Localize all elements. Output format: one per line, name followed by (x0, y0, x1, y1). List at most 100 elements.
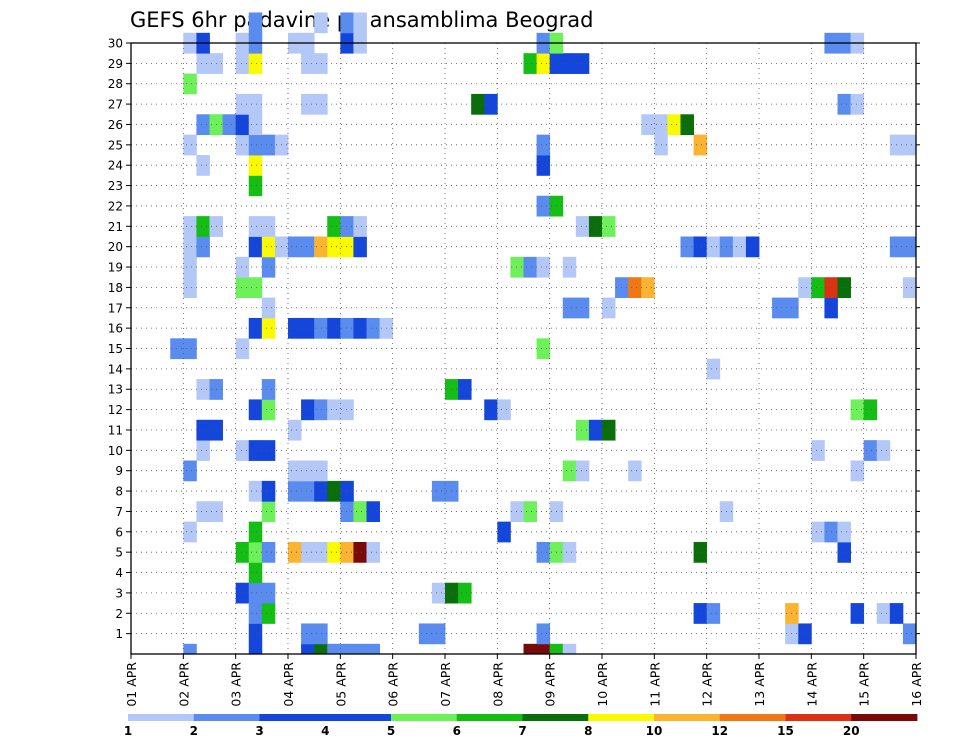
heatmap-cell (562, 460, 577, 482)
heatmap-cell (235, 256, 250, 278)
heatmap-cell (327, 236, 341, 258)
heatmap-cell (484, 399, 498, 421)
heatmap-cell (628, 277, 642, 298)
heatmap-cell (261, 256, 276, 278)
heatmap-cell (301, 236, 315, 258)
heatmap-cell (549, 643, 564, 655)
heatmap-cell (536, 155, 551, 176)
heatmap-cell (327, 541, 341, 563)
colorbar-swatch (391, 714, 458, 721)
x-tick-label: 15 APR (857, 662, 872, 707)
heatmap-cell (248, 480, 263, 502)
heatmap-cell (340, 480, 354, 502)
y-tick-label: 14 (108, 362, 123, 376)
heatmap-cell (288, 236, 302, 258)
heatmap-cell (575, 297, 590, 319)
heatmap-cell (484, 93, 498, 115)
heatmap-cell (301, 623, 315, 645)
heatmap-cell (261, 236, 276, 258)
heatmap-cell (248, 399, 263, 421)
axis-ticks (126, 42, 920, 659)
heatmap-cell (431, 623, 446, 645)
color-legend: 1 2 3 4 5 6 7 8 10 12 15 20 (124, 714, 918, 738)
heatmap-cell (575, 460, 590, 482)
x-tick-label: 05 APR (333, 662, 348, 707)
heatmap-cell (261, 216, 276, 237)
colorbar-label: 12 (711, 724, 728, 738)
heatmap-cell (261, 379, 276, 400)
colorbar-label: 1 (124, 724, 132, 738)
y-tick-label: 18 (108, 281, 123, 295)
heatmap-cell (314, 93, 328, 115)
heatmap-cell (850, 93, 865, 115)
heatmap-cell (693, 236, 708, 258)
heatmap-cell (588, 419, 603, 441)
heatmap-cell (811, 521, 825, 543)
y-tick-label: 11 (108, 423, 123, 437)
x-tick-label: 16 APR (909, 662, 924, 707)
heatmap-cell (510, 501, 524, 523)
heatmap-cell (314, 480, 328, 502)
heatmap-cell (562, 643, 577, 655)
heatmap-cell (536, 195, 551, 217)
heatmap-cell (850, 399, 865, 421)
x-tick-label: 08 APR (490, 662, 505, 707)
heatmap-cell (680, 114, 694, 136)
colorbar-label: 10 (646, 724, 663, 738)
heatmap-cell (340, 399, 354, 421)
heatmap-cell (602, 216, 616, 237)
heatmap-cell (431, 582, 446, 604)
grid-lines (131, 42, 916, 654)
y-tick-label: 28 (108, 77, 123, 91)
heatmap-cell (798, 623, 812, 645)
colorbar-label: 7 (518, 724, 526, 738)
heatmap-cell (693, 541, 708, 563)
colorbar-swatch (719, 714, 786, 721)
heatmap-cell (248, 440, 263, 461)
heatmap-cell (837, 277, 851, 298)
heatmap-cell (314, 623, 328, 645)
y-tick-label: 17 (108, 301, 123, 315)
heatmap-cell (301, 53, 315, 74)
heatmap-cell (536, 623, 551, 645)
x-tick-label: 07 APR (438, 662, 453, 707)
heatmap-cell (536, 256, 551, 278)
heatmap-cell (222, 114, 237, 136)
colorbar-swatch (654, 714, 721, 721)
x-tick-label: 13 APR (752, 662, 767, 707)
heatmap-cell (863, 440, 878, 461)
heatmap-cell (301, 643, 315, 655)
heatmap-cell (811, 440, 825, 461)
heatmap-cell (301, 460, 315, 482)
y-tick-label: 6 (115, 525, 123, 539)
heatmap-cell (196, 501, 210, 523)
heatmap-cell (183, 277, 197, 298)
colorbar-label: 3 (255, 724, 263, 738)
heatmap-cell (562, 297, 577, 319)
heatmap-cell (536, 134, 551, 156)
x-tick-label: 09 APR (543, 662, 558, 707)
heatmap-cell (876, 440, 891, 461)
heatmap-cell (248, 155, 263, 176)
heatmap-cell (248, 93, 263, 115)
heatmap-cell (196, 216, 210, 237)
heatmap-cell (196, 379, 210, 400)
heatmap-cell (261, 134, 276, 156)
heatmap-cell (536, 541, 551, 563)
colorbar-swatch (325, 714, 392, 721)
heatmap-cell (235, 93, 250, 115)
heatmap-cell (301, 480, 315, 502)
heatmap-cell (314, 541, 328, 563)
heatmap-cell (523, 643, 537, 655)
heatmap-cell (902, 236, 917, 258)
heatmap-cell (248, 236, 263, 258)
heatmap-cell (196, 440, 210, 461)
heatmap-cell (183, 236, 197, 258)
heatmap-cell (235, 338, 250, 360)
heatmap-cell (183, 521, 197, 543)
heatmap-cell (183, 338, 197, 360)
heatmap-cell (575, 53, 590, 74)
colorbar-label: 5 (387, 724, 395, 738)
heatmap-cell (235, 582, 250, 604)
heatmap-cell (235, 53, 250, 74)
